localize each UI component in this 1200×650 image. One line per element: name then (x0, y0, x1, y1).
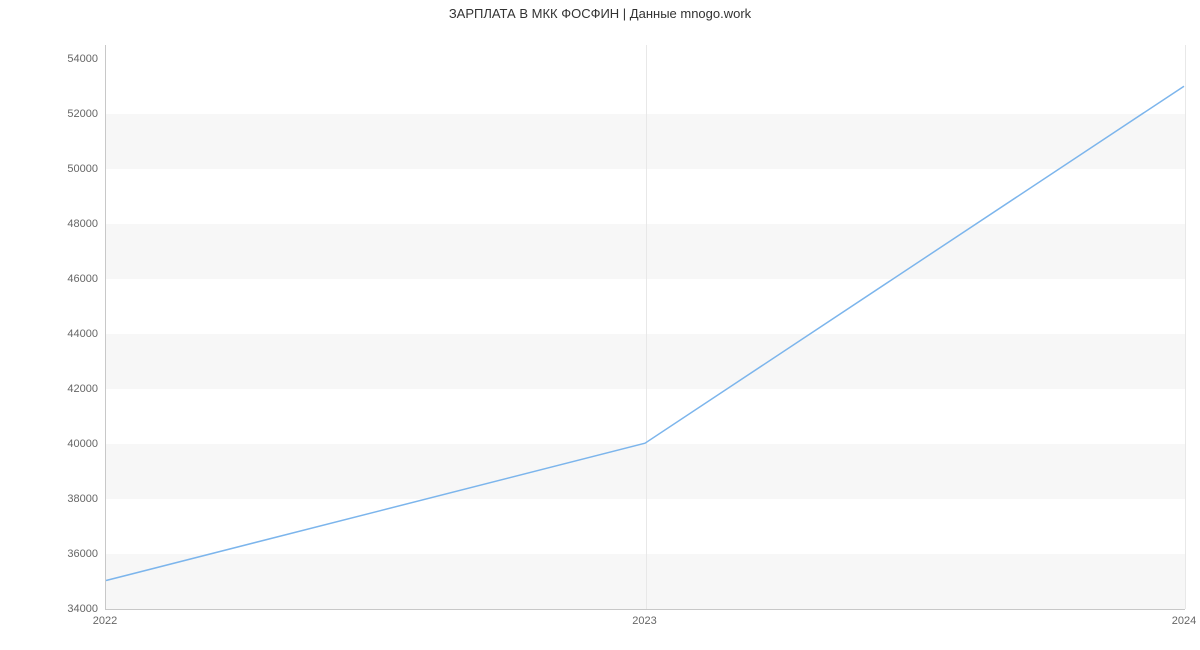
y-tick-label: 38000 (38, 493, 98, 505)
y-tick-label: 48000 (38, 218, 98, 230)
y-tick-label: 40000 (38, 438, 98, 450)
x-gridline (1185, 45, 1186, 609)
y-tick-label: 46000 (38, 273, 98, 285)
y-tick-label: 52000 (38, 108, 98, 120)
y-tick-label: 34000 (38, 603, 98, 615)
line-chart: ЗАРПЛАТА В МКК ФОСФИН | Данные mnogo.wor… (0, 0, 1200, 650)
salary-series-line (106, 45, 1185, 609)
y-tick-label: 50000 (38, 163, 98, 175)
y-tick-label: 36000 (38, 548, 98, 560)
y-tick-label: 54000 (38, 53, 98, 65)
y-tick-label: 44000 (38, 328, 98, 340)
plot-area (105, 45, 1185, 610)
x-tick-label: 2024 (1172, 615, 1196, 627)
x-tick-label: 2022 (93, 615, 117, 627)
x-tick-label: 2023 (632, 615, 656, 627)
y-tick-label: 42000 (38, 383, 98, 395)
chart-title: ЗАРПЛАТА В МКК ФОСФИН | Данные mnogo.wor… (0, 6, 1200, 21)
